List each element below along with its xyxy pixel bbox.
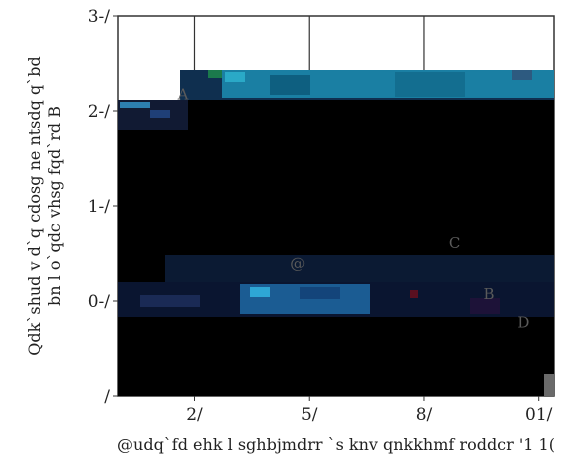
red-fleck	[410, 290, 418, 298]
noise-lower-left	[140, 295, 200, 307]
plot-area: A @ C B D	[117, 15, 555, 397]
noise-left-blue	[120, 102, 150, 108]
noise-left-blue2	[150, 110, 170, 118]
teal-band-upper-seg3	[395, 72, 465, 97]
gray-patch-corner	[544, 374, 554, 396]
annotation-label: D	[517, 314, 529, 332]
y-tick-label: 0-/	[88, 292, 111, 312]
teal-band-upper-light	[225, 72, 245, 82]
y-axis-title-line-1: Qdk`shud v d`q cdosg ne ntsdq q`bd	[25, 56, 44, 355]
y-tick-label: 2-/	[88, 102, 111, 122]
blue-band-lower-highlight	[250, 287, 270, 297]
magenta-fleck	[470, 298, 500, 314]
y-axis-title-line-2: bn l o`qdc vhsg fqd`rd B	[45, 106, 64, 306]
y-tick-label: 3-/	[88, 7, 111, 27]
annotation-label: B	[483, 285, 494, 303]
x-tick-label: 5/	[301, 405, 318, 425]
green-marker	[208, 70, 222, 78]
x-tick-label: 01/	[525, 405, 553, 425]
blue-band-lower-dark	[300, 287, 340, 299]
y-tick-label: 1-/	[88, 197, 111, 217]
x-axis-title: @udq`fd ehk l sghbjmdrr `s knv qnkkhmf r…	[117, 435, 555, 454]
annotations: A @ C B D	[177, 86, 530, 332]
heatmap-raster	[118, 70, 554, 396]
blue-band-mid	[165, 255, 554, 285]
teal-band-upper-marker	[512, 70, 532, 80]
x-tick-label: 8/	[416, 405, 433, 425]
y-axis-ticks: / 0-/ 1-/ 2-/ 3-/	[88, 7, 118, 407]
annotation-label: @	[290, 255, 305, 273]
annotation-label: C	[449, 234, 460, 252]
x-tick-label: 2/	[186, 405, 203, 425]
teal-band-upper-dark	[270, 75, 310, 95]
annotation-label: A	[177, 86, 189, 104]
x-axis-ticks: 2/5/8/01/	[186, 396, 553, 425]
y-tick-label: /	[104, 387, 110, 407]
dark-region-main	[118, 100, 554, 396]
